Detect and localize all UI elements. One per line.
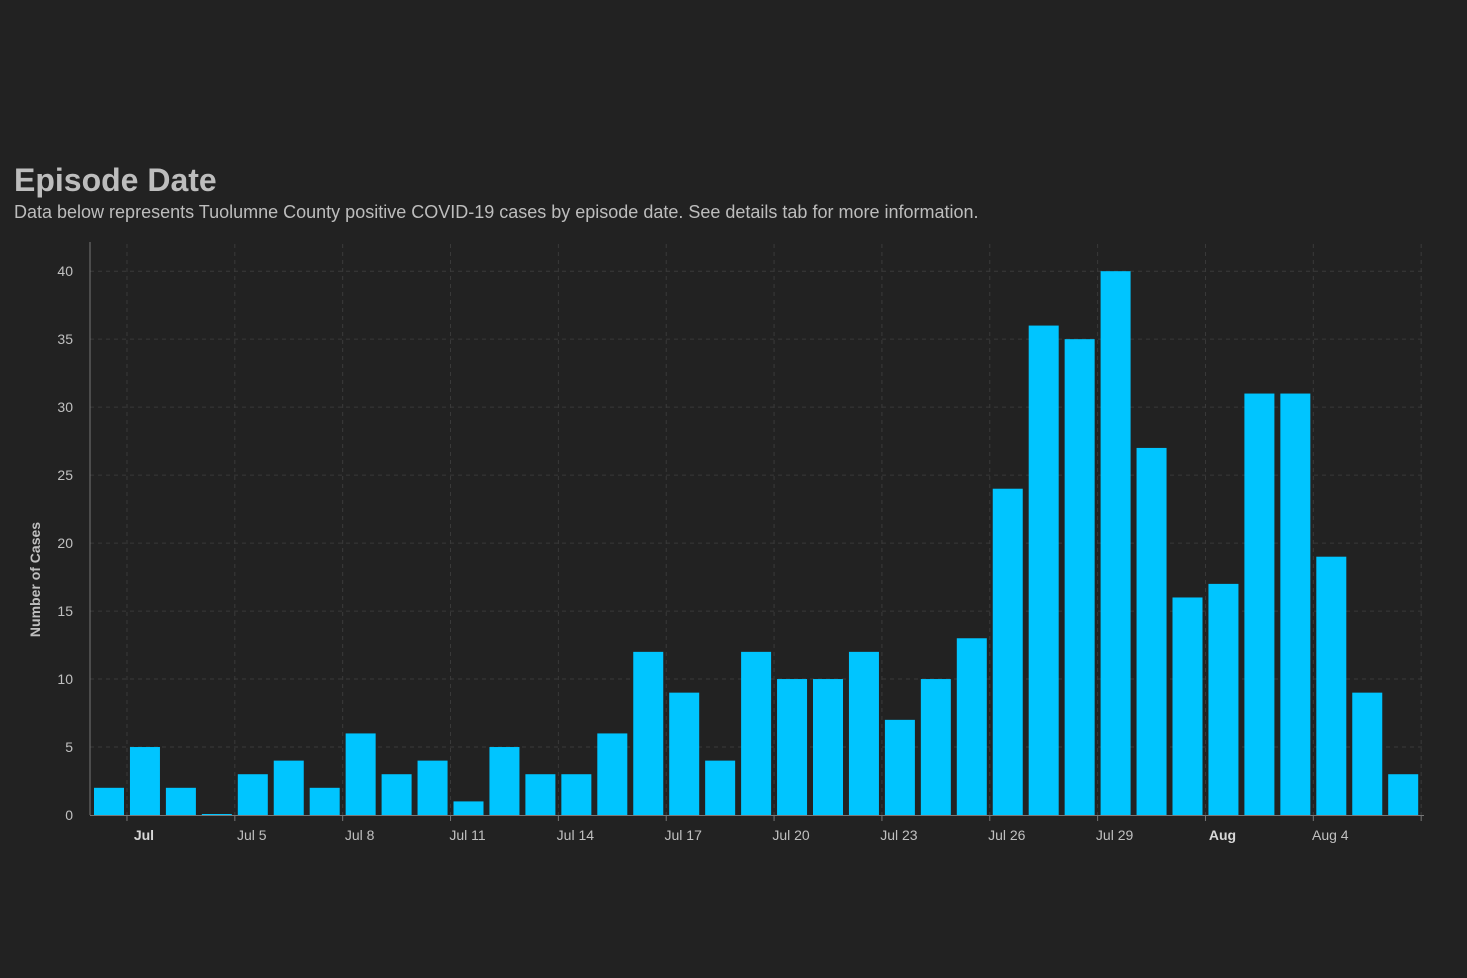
bar-jul-7[interactable] [345,733,376,815]
y-axis-title: Number of Cases [27,522,43,637]
x-tick-label: Jul 8 [345,827,375,843]
bar-aug-4[interactable] [1352,692,1383,815]
bar-jul-29[interactable] [1136,447,1167,815]
bar-jul-14[interactable] [597,733,628,815]
chart-title: Episode Date [14,162,217,198]
x-tick-label: Aug [1209,827,1236,843]
bar-aug-1[interactable] [1244,393,1275,815]
bar-jul-23[interactable] [920,679,951,815]
bar-jul-19[interactable] [777,679,808,815]
y-tick-label: 30 [57,399,73,415]
y-tick-label: 35 [57,331,73,347]
bar-jul-28[interactable] [1100,271,1131,815]
bar-jul-15[interactable] [633,651,664,815]
bar-jul-11[interactable] [489,747,520,815]
x-tick-label: Jul 17 [665,827,703,843]
bar-jul-16[interactable] [669,692,700,815]
bar-jul-13[interactable] [561,774,592,815]
x-tick-label: Jul 26 [988,827,1026,843]
bar-jun-30[interactable] [94,787,124,815]
y-axis-ticks: 0 5 10 15 20 25 30 35 40 [57,263,73,823]
y-tick-label: 10 [57,671,73,687]
y-tick-label: 40 [57,263,73,279]
x-axis-ticks: Jul Jul 5 Jul 8 Jul 11 Jul 14 Jul 17 Jul 20 Jul… [134,827,1349,843]
bar-aug-3[interactable] [1316,556,1347,815]
bar-jul-3[interactable] [201,814,232,815]
x-tick-label: Jul 5 [237,827,267,843]
chart-subtitle: Data below represents Tuolumne County po… [14,202,979,222]
x-tick-label: Jul 29 [1096,827,1134,843]
bar-jul-17[interactable] [705,760,736,815]
y-tick-label: 25 [57,467,73,483]
bar-jul-5[interactable] [273,760,304,815]
bar-jul-20[interactable] [813,679,843,815]
bar-jul-6[interactable] [309,787,340,815]
chart-axes [89,242,1424,821]
chart-grid [90,244,1424,815]
bar-aug-5[interactable] [1388,774,1419,815]
bar-jul-8[interactable] [381,774,412,815]
bar-jul-31[interactable] [1208,583,1239,815]
chart-header: Episode Date Data below represents Tuolu… [14,160,1454,224]
bar-jul-22[interactable] [884,719,915,815]
x-tick-label: Jul 14 [557,827,595,843]
y-tick-label: 20 [57,535,73,551]
bar-jul-9[interactable] [417,760,448,815]
bar-jul-1[interactable] [129,747,160,815]
bar-jul-10[interactable] [453,801,484,815]
bar-jul-24[interactable] [956,638,987,815]
x-tick-label: Jul [134,827,154,843]
y-tick-label: 5 [65,739,73,755]
bar-jul-12[interactable] [525,774,556,815]
bar-jul-25[interactable] [992,488,1023,815]
y-tick-label: 15 [57,603,73,619]
bar-jul-18[interactable] [741,651,772,815]
bar-aug-2[interactable] [1280,393,1311,815]
x-tick-label: Jul 23 [880,827,918,843]
chart-bars [94,271,1419,815]
bar-jul-27[interactable] [1064,339,1095,815]
x-tick-label: Jul 20 [772,827,810,843]
y-tick-label: 0 [65,807,73,823]
bar-jul-2[interactable] [165,787,196,815]
x-tick-label: Jul 11 [449,827,486,843]
bar-jul-21[interactable] [848,651,879,815]
x-tick-label: Aug 4 [1312,827,1349,843]
bar-jul-26[interactable] [1028,325,1059,815]
bar-jul-30[interactable] [1172,597,1203,815]
episode-date-bar-chart: 0 5 10 15 20 25 30 35 40 Jul Jul 5 Jul 8 Jul 11 Jul … [27,242,1424,843]
bar-jul-4[interactable] [237,774,268,815]
